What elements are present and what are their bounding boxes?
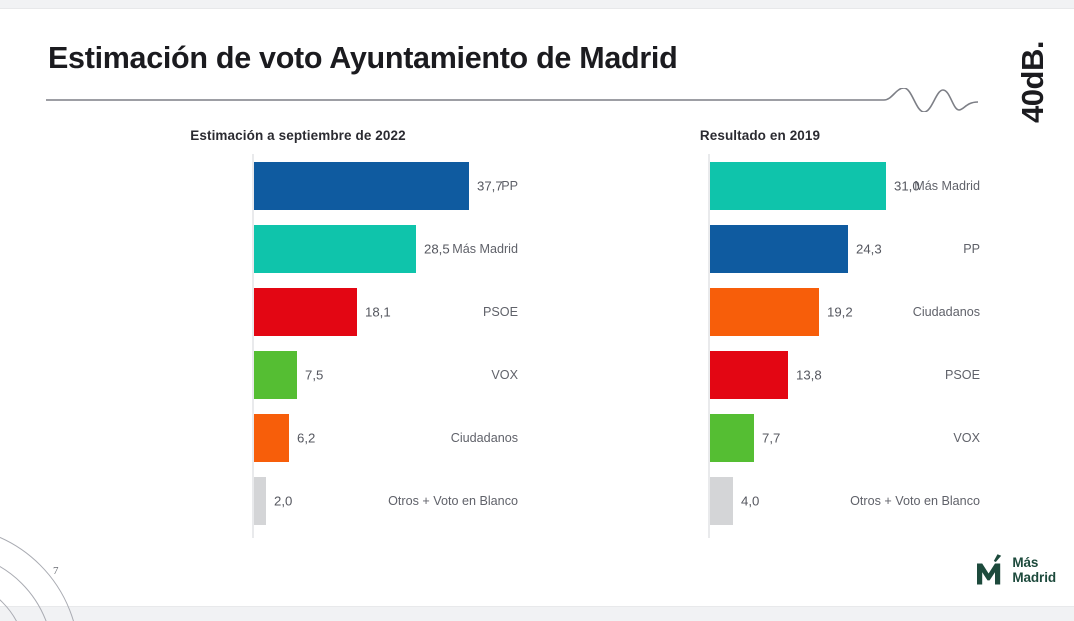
bar-psoe (254, 287, 357, 336)
category-label: Ciudadanos (912, 304, 980, 319)
bar-row: Otros + Voto en Blanco 2,0 (78, 469, 518, 532)
plot-area-left: PP 37,7 Más Madrid 28,5 PSOE 18,1 (78, 154, 518, 538)
category-label: PSOE (945, 367, 980, 382)
mas-madrid-line2: Madrid (1012, 570, 1056, 585)
bar-mas-madrid (254, 224, 416, 273)
bar-row: Más Madrid 31,0 (540, 154, 980, 217)
bar-vox (254, 350, 297, 399)
bar-row: PSOE 18,1 (78, 280, 518, 343)
bar-value: 7,7 (762, 430, 781, 445)
bar-row: VOX 7,7 (540, 406, 980, 469)
chart-panel-resultado-2019: Resultado en 2019 Más Madrid 31,0 PP 24,… (540, 128, 980, 538)
category-label: Otros + Voto en Blanco (850, 493, 980, 508)
page-title: Estimación de voto Ayuntamiento de Madri… (48, 41, 678, 75)
bar-otros (254, 476, 266, 525)
bar-row: PP 24,3 (540, 217, 980, 280)
axis-baseline-right (708, 154, 710, 538)
category-label: Más Madrid (914, 178, 980, 193)
bar-value: 18,1 (365, 304, 391, 319)
mas-madrid-m-icon (977, 554, 1002, 585)
category-label: PP (963, 241, 980, 256)
page-number: 7 (53, 565, 59, 577)
plot-area-right: Más Madrid 31,0 PP 24,3 Ciudadanos 19,2 (540, 154, 980, 538)
bar-value: 6,2 (297, 430, 316, 445)
bar-row: Ciudadanos 19,2 (540, 280, 980, 343)
bar-mas-madrid (710, 161, 886, 210)
bar-otros (710, 476, 733, 525)
mas-madrid-wordmark: Más Madrid (1012, 555, 1056, 585)
brand-40db: 40dB. (1012, 30, 1054, 134)
bar-value: 31,0 (894, 178, 920, 193)
bar-row: PP 37,7 (78, 154, 518, 217)
bar-pp (254, 161, 469, 210)
bar-row: VOX 7,5 (78, 343, 518, 406)
viewer-bottom-strip (0, 606, 1074, 621)
mas-madrid-logo: Más Madrid (975, 553, 1056, 587)
bar-ciudadanos (710, 287, 819, 336)
bar-value: 24,3 (856, 241, 882, 256)
category-label: Otros + Voto en Blanco (388, 493, 518, 508)
chart-title-left: Estimación a septiembre de 2022 (190, 128, 406, 143)
mas-madrid-line1: Más (1012, 555, 1039, 570)
title-divider-wave (46, 88, 978, 112)
axis-baseline-left (252, 154, 254, 538)
bar-value: 37,7 (477, 178, 503, 193)
bar-value: 19,2 (827, 304, 853, 319)
category-label: Ciudadanos (450, 430, 518, 445)
category-label: Más Madrid (452, 241, 518, 256)
brand-40db-label: 40dB. (1015, 41, 1050, 123)
bar-value: 13,8 (796, 367, 822, 382)
category-label: PP (501, 178, 518, 193)
bar-row: Ciudadanos 6,2 (78, 406, 518, 469)
bar-row: Otros + Voto en Blanco 4,0 (540, 469, 980, 532)
category-label: VOX (953, 430, 980, 445)
bar-row: Más Madrid 28,5 (78, 217, 518, 280)
bar-row: PSOE 13,8 (540, 343, 980, 406)
bar-psoe (710, 350, 788, 399)
chart-panel-estimation-2022: Estimación a septiembre de 2022 PP 37,7 … (78, 128, 518, 538)
bar-vox (710, 413, 754, 462)
bar-ciudadanos (254, 413, 289, 462)
category-label: PSOE (483, 304, 518, 319)
bar-pp (710, 224, 848, 273)
bar-value: 7,5 (305, 367, 324, 382)
viewer-top-strip (0, 0, 1074, 9)
bar-value: 2,0 (274, 493, 293, 508)
category-label: VOX (491, 367, 518, 382)
bar-value: 4,0 (741, 493, 760, 508)
chart-title-right: Resultado en 2019 (699, 128, 821, 143)
bar-value: 28,5 (424, 241, 450, 256)
